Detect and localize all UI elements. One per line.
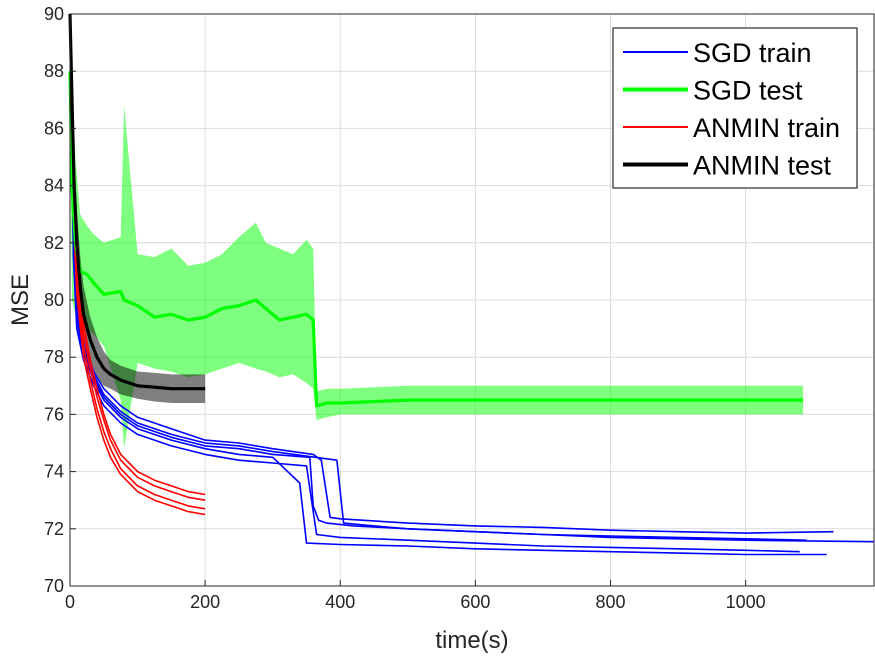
legend-label: ANMIN train — [693, 113, 840, 143]
legend: SGD train SGD test ANMIN train ANMIN test — [612, 27, 858, 189]
y-tick-label: 70 — [44, 576, 64, 596]
line-anmin-test — [68, 13, 206, 391]
y-tick-label: 84 — [44, 176, 64, 196]
x-tick-label: 600 — [460, 592, 490, 612]
legend-label: SGD test — [693, 76, 803, 106]
line-anmin-train-run — [69, 13, 206, 501]
x-tick-label: 1000 — [726, 592, 766, 612]
confidence-bands — [70, 14, 804, 449]
x-tick-label: 800 — [595, 592, 625, 612]
y-tick-label: 72 — [44, 519, 64, 539]
x-tick-label: 0 — [65, 592, 75, 612]
y-tick-label: 86 — [44, 118, 64, 138]
legend-label: SGD train — [693, 38, 812, 68]
band-sgd-test — [70, 14, 804, 449]
ticks: 0 200 400 600 800 1000 70 72 74 76 78 80 82 84 86 88 90 — [44, 4, 766, 612]
series-lines — [68, 13, 875, 556]
y-tick-label: 82 — [44, 233, 64, 253]
y-tick-label: 80 — [44, 290, 64, 310]
line-sgd-test — [68, 71, 804, 408]
x-tick-label: 400 — [325, 592, 355, 612]
y-tick-label: 90 — [44, 4, 64, 24]
y-axis-label: MSE — [7, 274, 34, 326]
x-tick-label: 200 — [190, 592, 220, 612]
legend-label: ANMIN test — [693, 151, 832, 181]
y-tick-label: 74 — [44, 462, 64, 482]
y-tick-label: 76 — [44, 404, 64, 424]
line-anmin-train-run — [69, 13, 206, 516]
x-axis-label: time(s) — [435, 627, 508, 654]
y-tick-label: 88 — [44, 61, 64, 81]
legend-box — [612, 27, 858, 189]
line-anmin-train-run — [69, 13, 206, 510]
y-tick-label: 78 — [44, 347, 64, 367]
